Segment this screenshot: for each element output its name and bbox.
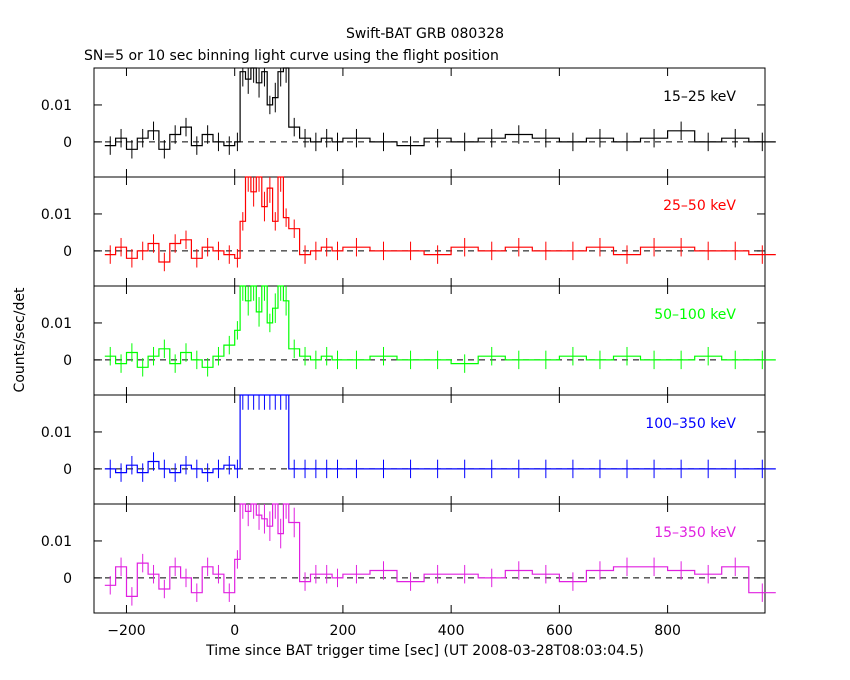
panel-energy-label: 15–25 keV [663,89,736,105]
x-tick-label: 200 [330,623,357,639]
panel-energy-label: 15–350 keV [654,525,736,541]
y-tick-label: 0 [63,571,72,587]
y-tick-label: 0 [63,353,72,369]
series-line [104,285,776,368]
figure-title: Swift-BAT GRB 080328 [346,26,504,42]
y-tick-label: 0.01 [41,207,72,223]
panel-energy-label: 25–50 keV [663,198,736,214]
panel-5: 0 0.01 15–350 keV [41,503,776,614]
panel-1: 0 0.01 15–25 keV [41,67,776,178]
panel-energy-label: 100–350 keV [645,416,736,432]
panel-frame [93,67,766,178]
y-tick-label: 0.01 [41,425,72,441]
series-line [104,67,776,150]
y-tick-label: 0 [63,244,72,260]
series-line [104,394,776,474]
series-line [104,176,776,263]
x-axis-label: Time since BAT trigger time [sec] (UT 20… [205,643,644,659]
y-tick-label: 0.01 [41,98,72,114]
y-tick-label: 0 [63,462,72,478]
panel-energy-label: 50–100 keV [654,307,736,323]
x-tick-label: 600 [546,623,573,639]
panel-2: 0 0.01 25–50 keV [41,176,776,287]
x-tick-label: 400 [438,623,465,639]
y-tick-label: 0.01 [41,534,72,550]
figure-subtitle: SN=5 or 10 sec binning light curve using… [84,48,499,64]
x-tick-label: −200 [107,623,145,639]
y-tick-label: 0.01 [41,316,72,332]
y-tick-label: 0 [63,135,72,151]
x-tick-label: 800 [654,623,681,639]
x-tick-label: 0 [230,623,239,639]
panel-frame [93,285,766,396]
panel-frame [93,176,766,287]
series-line [104,503,776,597]
panel-frame [93,394,766,505]
panel-3: 0 0.01 50–100 keV [41,285,776,396]
panels-group: 0 0.01 15–25 keV 0 0.01 25–50 keV 0 0.01 50–100 … [41,67,776,639]
y-axis-label: Counts/sec/det [12,287,28,392]
panel-frame [93,503,766,614]
panel-4: 0 0.01 100–350 keV [41,394,776,505]
